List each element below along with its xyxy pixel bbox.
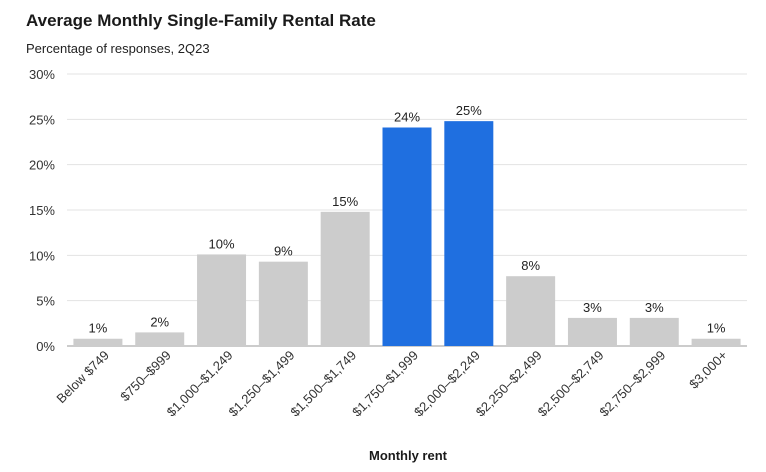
- bar-data-label: 10%: [209, 236, 235, 251]
- bar-data-label: 24%: [394, 109, 420, 124]
- bar-data-label: 2%: [150, 314, 169, 329]
- y-tick-label: 25%: [29, 112, 55, 127]
- bar-data-label: 1%: [707, 321, 726, 336]
- chart-title: Average Monthly Single-Family Rental Rat…: [26, 11, 376, 30]
- y-tick-label: 20%: [29, 158, 55, 173]
- bar-data-label: 15%: [332, 194, 358, 209]
- y-tick-label: 15%: [29, 203, 55, 218]
- y-tick-label: 30%: [29, 67, 55, 82]
- bar: [258, 261, 308, 346]
- bar: [197, 254, 247, 346]
- bar-data-label: 8%: [521, 258, 540, 273]
- x-tick-label: $750–$999: [117, 348, 174, 405]
- x-tick-label: $2,750–$2,999: [596, 348, 668, 420]
- bar: [444, 121, 494, 346]
- y-tick-label: 0%: [36, 339, 55, 354]
- x-axis-title: Monthly rent: [369, 448, 448, 463]
- bar: [629, 317, 679, 346]
- bar-data-label: 9%: [274, 244, 293, 259]
- y-tick-label: 5%: [36, 294, 55, 309]
- bar: [382, 127, 432, 346]
- bar-data-label: 3%: [645, 300, 664, 315]
- bar-data-label: 1%: [89, 321, 108, 336]
- y-tick-label: 10%: [29, 248, 55, 263]
- chart-subtitle: Percentage of responses, 2Q23: [26, 41, 210, 56]
- bar: [320, 211, 370, 346]
- bar: [135, 332, 185, 346]
- x-tick-label: Below $749: [53, 348, 112, 407]
- bar: [506, 276, 556, 346]
- bar-data-label: 3%: [583, 300, 602, 315]
- x-tick-label: $3,000+: [686, 348, 730, 392]
- bar-data-label: 25%: [456, 103, 482, 118]
- bar: [691, 338, 741, 346]
- bar: [73, 338, 123, 346]
- bar: [567, 317, 617, 346]
